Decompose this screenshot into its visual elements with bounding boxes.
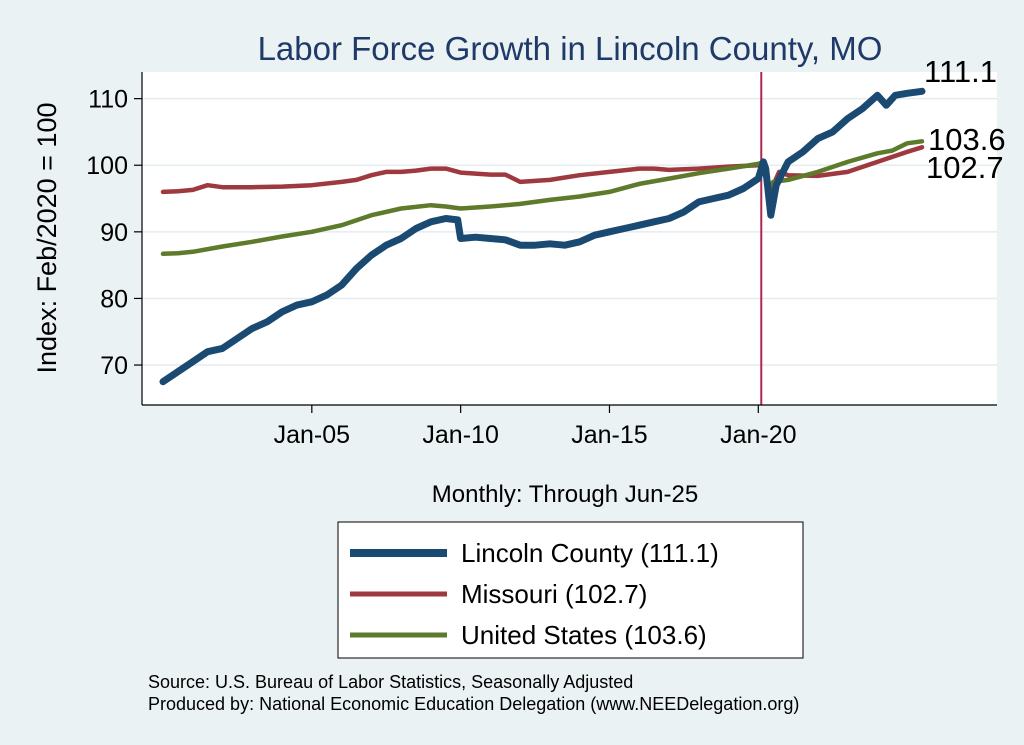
y-tick-label: 110 (88, 86, 128, 114)
legend-items: Lincoln County (111.1) Missouri (102.7) Un… (350, 538, 719, 650)
y-tick-label: 80 (100, 285, 128, 313)
produced-by-text: Produced by: National Economic Education… (148, 694, 799, 714)
y-tick-label: 90 (100, 219, 128, 247)
series-line-lincoln-county (159, 87, 926, 386)
y-tick-label: 100 (86, 152, 128, 180)
chart-title: Labor Force Growth in Lincoln County, MO (258, 30, 883, 67)
x-tick-label: Jan-20 (720, 421, 796, 449)
source-text: Source: U.S. Bureau of Labor Statistics,… (148, 672, 633, 692)
x-tick-label: Jan-05 (274, 421, 350, 449)
series-line-united-states (160, 139, 925, 257)
x-tick-label: Jan-10 (422, 421, 498, 449)
y-axis-title: Index: Feb/2020 = 100 (32, 103, 62, 374)
gridlines (142, 97, 997, 366)
x-ticks: Jan-05 Jan-10 Jan-15 Jan-20 (274, 405, 797, 449)
plot-area (142, 72, 997, 405)
y-ticks: 70 80 90 100 110 (86, 86, 142, 380)
y-tick-label: 70 (100, 352, 128, 380)
x-axis-title: Monthly: Through Jun-25 (432, 481, 698, 508)
series-layer (159, 87, 926, 386)
end-label-lincoln-county: 111.1 (924, 54, 997, 89)
end-label-united-states: 103.6 (928, 122, 1006, 157)
x-tick-label: Jan-15 (571, 421, 647, 449)
legend: Lincoln County (111.1) Missouri (102.7) Un… (337, 521, 804, 659)
legend-label: United States (103.6) (461, 620, 707, 650)
legend-label: Lincoln County (111.1) (461, 538, 719, 568)
legend-label: Missouri (102.7) (461, 579, 647, 609)
end-label-missouri: 102.7 (926, 150, 1004, 185)
